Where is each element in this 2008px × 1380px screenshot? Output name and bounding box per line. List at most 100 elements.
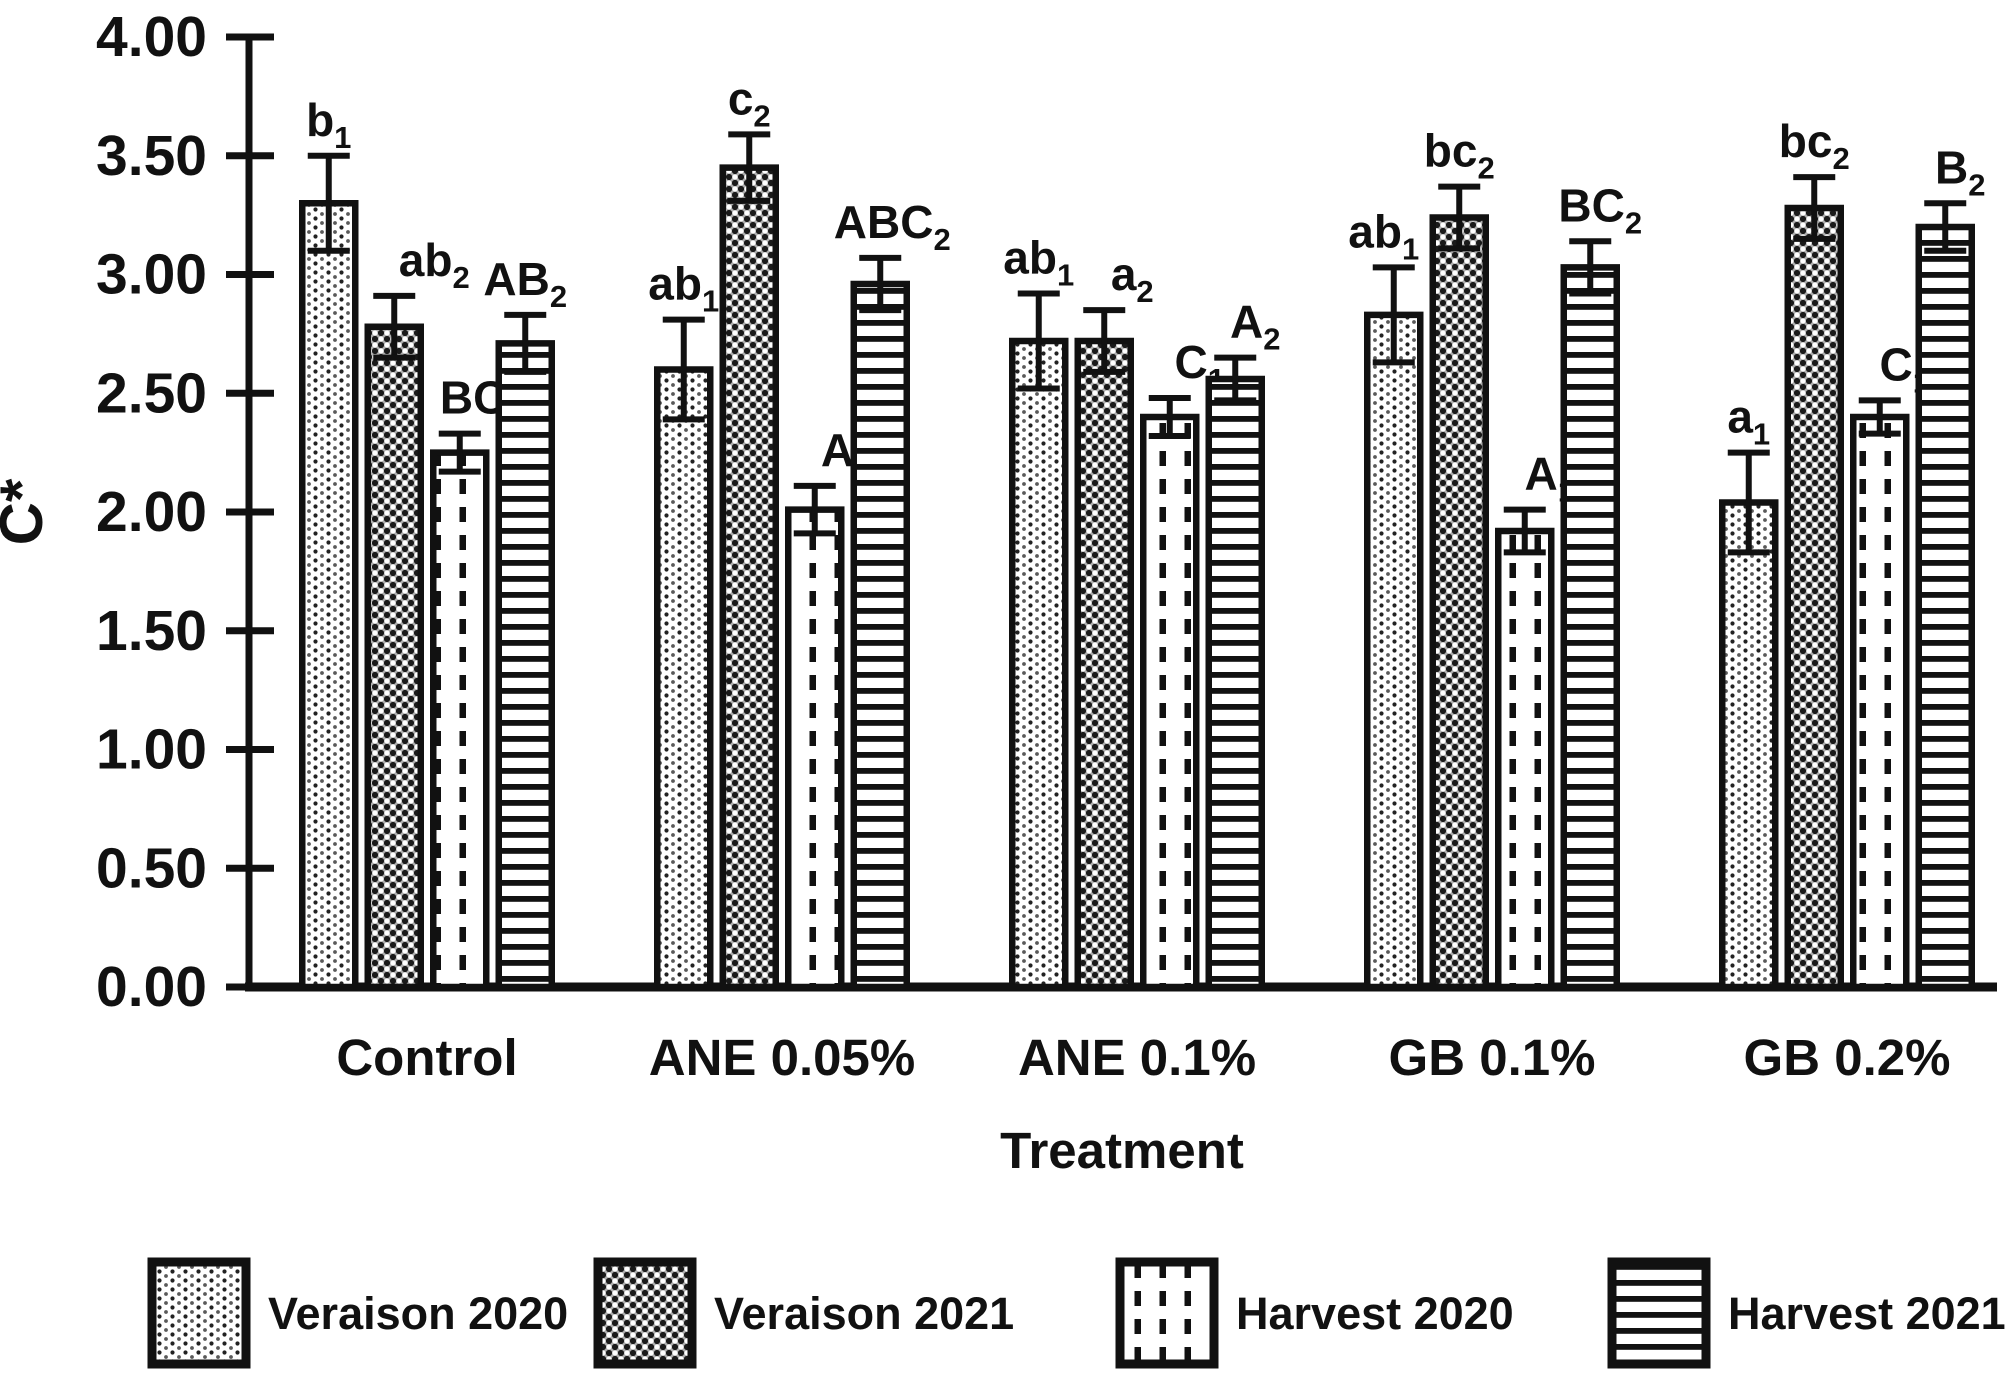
bar <box>785 506 845 991</box>
y-axis-tick-label: 0.50 <box>96 836 207 900</box>
bar <box>364 323 424 991</box>
bar <box>1784 204 1844 991</box>
significance-subscript: 2 <box>1625 205 1642 240</box>
x-tick-label-4: GB 0.1% <box>1389 1029 1596 1086</box>
bar <box>299 200 359 991</box>
significance-letter: ab <box>1348 205 1402 257</box>
significance-subscript: 2 <box>452 260 469 295</box>
bar-group-1: b1ab2BC1AB2 <box>299 94 567 991</box>
error-bar <box>1793 174 1836 242</box>
y-axis-tick-label: 1.50 <box>96 599 207 663</box>
legend-item-2: Veraison 2021 <box>593 1257 1014 1369</box>
legend-label: Veraison 2021 <box>714 1288 1014 1339</box>
significance-letter: a <box>1727 391 1753 443</box>
significance-subscript: 2 <box>1263 322 1280 357</box>
significance-subscript: 2 <box>1477 151 1494 186</box>
x-axis-title: Treatment <box>1000 1122 1244 1179</box>
significance-label: c2 <box>728 72 771 133</box>
significance-subscript: 1 <box>334 120 351 155</box>
significance-label: ABC2 <box>834 196 951 257</box>
significance-label: a2 <box>1111 248 1154 309</box>
legend: Veraison 2020 Veraison 2021 Harvest 2020 Ha… <box>147 1257 2006 1369</box>
y-axis-tick-label: 3.50 <box>96 124 207 188</box>
significance-letter: ab <box>648 258 702 310</box>
y-axis-title: C* <box>0 478 55 545</box>
bar <box>850 280 910 991</box>
error-bar <box>859 254 902 314</box>
significance-label: ab1 <box>648 258 719 319</box>
bar <box>495 340 555 991</box>
error-bar <box>1372 264 1415 366</box>
x-tick-label-5: GB 0.2% <box>1744 1029 1951 1086</box>
bar <box>719 164 779 991</box>
error-bar <box>1148 395 1191 439</box>
error-bar <box>1214 354 1257 404</box>
error-bar <box>438 430 481 475</box>
bar <box>1074 337 1134 991</box>
y-axis-tick-label: 0.00 <box>96 955 207 1019</box>
error-bar <box>1858 397 1901 437</box>
error-bar <box>1438 183 1481 252</box>
significance-letter: b <box>306 94 334 146</box>
bar <box>1915 223 1975 991</box>
bar <box>1850 413 1910 991</box>
y-axis-tick-label: 3.00 <box>96 243 207 307</box>
significance-letter: c <box>728 72 754 124</box>
error-bar <box>1503 506 1546 556</box>
significance-label: AB2 <box>483 253 567 314</box>
legend-label: Harvest 2020 <box>1236 1288 1514 1339</box>
significance-letter: ab <box>1003 232 1057 284</box>
legend-swatch-dots-light <box>147 1257 251 1369</box>
error-bar <box>1569 238 1612 297</box>
significance-letter: a <box>1111 248 1137 300</box>
y-axis-tick-label: 1.00 <box>96 718 207 782</box>
bar-group-3: ab1a2C1A2 <box>1003 232 1280 991</box>
significance-subscript: 2 <box>1968 167 1985 202</box>
x-tick-label-3: ANE 0.1% <box>1018 1029 1256 1086</box>
error-bar <box>1017 290 1060 392</box>
significance-letter: A <box>1230 296 1263 348</box>
bars-group: b1ab2BC1AB2ab1c2AB1ABC2ab1a2C1A2ab1bc2A1… <box>299 72 1985 991</box>
significance-subscript: 2 <box>753 98 770 133</box>
legend-item-3: Harvest 2020 <box>1115 1257 1514 1369</box>
error-bar <box>662 316 705 423</box>
legend-swatch-h-stripes <box>1607 1257 1711 1369</box>
bar-group-4: ab1bc2A1BC2 <box>1348 125 1642 991</box>
legend-item-1: Veraison 2020 <box>147 1257 568 1369</box>
significance-letter: bc <box>1424 125 1478 177</box>
legend-swatch-dashed-vertical <box>1115 1257 1219 1369</box>
significance-label: ab2 <box>399 234 470 295</box>
significance-label: bc2 <box>1424 125 1495 186</box>
significance-subscript: 2 <box>550 279 567 314</box>
significance-label: ab1 <box>1003 232 1074 293</box>
bar <box>1429 214 1489 991</box>
significance-label: bc2 <box>1779 115 1850 176</box>
significance-subscript: 1 <box>1402 231 1419 266</box>
significance-letter: ab <box>399 234 453 286</box>
significance-letter: B <box>1935 141 1968 193</box>
significance-label: ab1 <box>1348 205 1419 266</box>
significance-subscript: 2 <box>1832 141 1849 176</box>
y-axis: 0.00 0.50 1.00 1.50 2.00 2.50 3.00 3.50 4.00 <box>96 5 274 1019</box>
legend-item-4: Harvest 2021 <box>1607 1257 2006 1369</box>
bar <box>1205 375 1265 991</box>
y-axis-tick-label: 2.00 <box>96 480 207 544</box>
significance-letter: A <box>1525 448 1558 500</box>
error-bar <box>728 131 771 204</box>
error-bar <box>504 311 547 375</box>
error-bar <box>1083 307 1126 375</box>
legend-label: Harvest 2021 <box>1728 1288 2006 1339</box>
significance-subscript: 1 <box>702 284 719 319</box>
significance-letter: C <box>1880 338 1913 390</box>
legend-swatch-dots-dense <box>593 1257 697 1369</box>
significance-subscript: 2 <box>1136 274 1153 309</box>
significance-label: a1 <box>1727 391 1770 452</box>
bar <box>430 449 490 991</box>
error-bar <box>307 152 350 254</box>
significance-subscript: 1 <box>1753 417 1770 452</box>
bar <box>1364 311 1424 991</box>
bar <box>1560 264 1620 991</box>
error-bar <box>1924 200 1967 254</box>
x-tick-label-1: Control <box>336 1029 517 1086</box>
